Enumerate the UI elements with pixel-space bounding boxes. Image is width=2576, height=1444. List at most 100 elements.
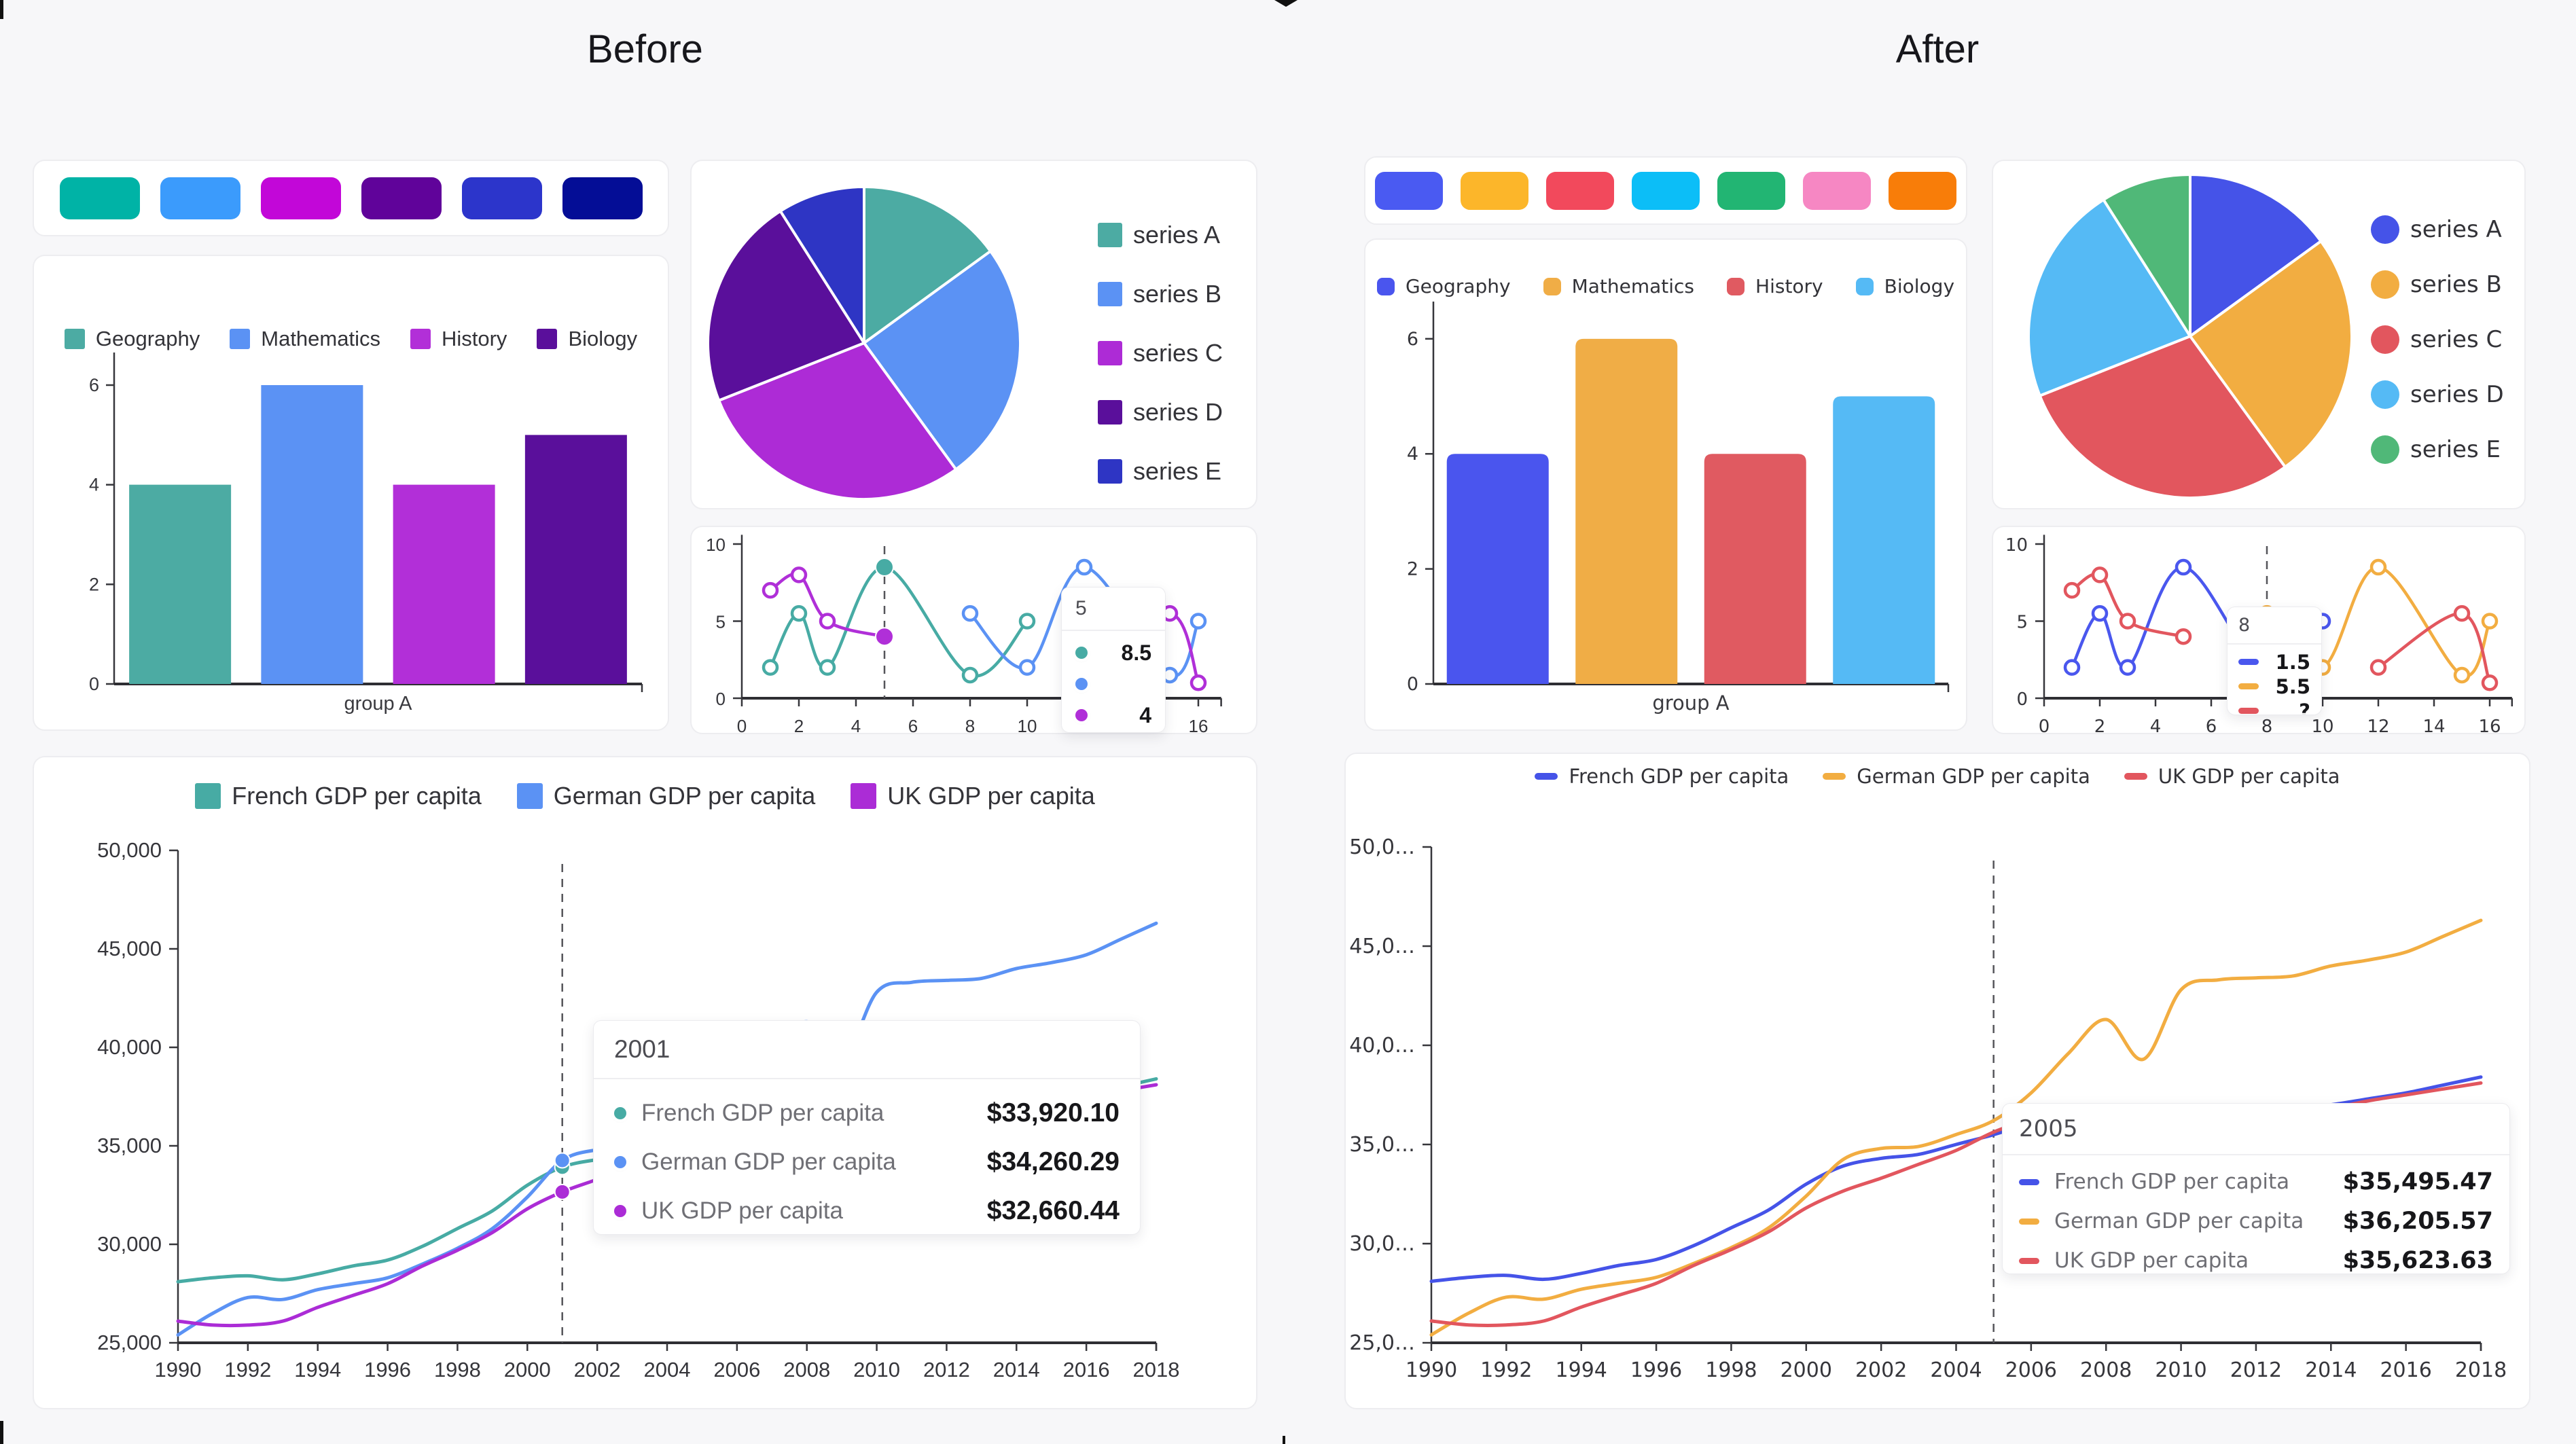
legend-item[interactable]: German GDP per capita: [516, 782, 815, 810]
axis-tick-label: 5: [2016, 613, 2028, 633]
data-point-marker[interactable]: [2481, 613, 2499, 630]
tooltip-row: 8.5: [1075, 637, 1151, 668]
legend-item[interactable]: French GDP per capita: [195, 782, 482, 810]
data-point-marker[interactable]: [1189, 613, 1207, 630]
bar-mathematics[interactable]: Mathematics: [261, 385, 363, 684]
line-series-1[interactable]: [768, 565, 1029, 678]
legend-item[interactable]: series C: [2371, 325, 2504, 354]
data-point-marker[interactable]: [2119, 613, 2136, 630]
pie-slice-series-e[interactable]: [779, 185, 865, 344]
legend-item[interactable]: Biology: [537, 327, 637, 351]
axis-tick-label: 2012: [2230, 1358, 2282, 1382]
tooltip-series-marker-icon: [2019, 1178, 2039, 1185]
data-point-marker[interactable]: [961, 604, 979, 622]
axis-tick-label: 1990: [1406, 1358, 1457, 1382]
line-series-3[interactable]: [2070, 572, 2185, 638]
legend-item[interactable]: series B: [1098, 280, 1223, 308]
tooltip-series-marker-icon: [2238, 683, 2259, 690]
after-palette-card: [1364, 156, 1967, 225]
pie-slice-series-c[interactable]: [2038, 335, 2287, 499]
legend-item[interactable]: Biology: [1855, 275, 1954, 297]
data-point-marker[interactable]: [2091, 566, 2109, 583]
data-point-marker[interactable]: [2063, 659, 2081, 676]
chart-svg: 0 2 4 6 Geography Mathematics History Biology gr…: [89, 353, 643, 715]
axis-tick-label: 2010: [853, 1358, 900, 1382]
legend-item[interactable]: German GDP per capita: [1823, 765, 2090, 788]
pie-slice-series-a[interactable]: [2189, 173, 2323, 338]
data-point-marker[interactable]: [819, 659, 836, 676]
data-point-marker[interactable]: [2369, 659, 2387, 676]
legend-item[interactable]: History: [1727, 275, 1823, 297]
data-point-marker[interactable]: [790, 604, 808, 622]
legend-item[interactable]: UK GDP per capita: [851, 782, 1095, 810]
data-point-marker[interactable]: [1018, 613, 1036, 630]
pie-slice-series-b[interactable]: [863, 249, 1022, 471]
axis-tick-label: 2: [89, 574, 99, 594]
legend-label: Geography: [1405, 275, 1511, 297]
data-point-marker[interactable]: [762, 659, 779, 676]
legend-item[interactable]: series A: [2371, 215, 2504, 244]
legend-item[interactable]: series E: [1098, 457, 1223, 486]
data-point-marker[interactable]: [762, 581, 779, 599]
bar-biology[interactable]: Biology: [524, 435, 627, 684]
legend-item[interactable]: Geography: [1376, 275, 1511, 297]
bar-geography[interactable]: Geography: [129, 484, 232, 684]
legend-item[interactable]: Geography: [64, 327, 200, 351]
legend-item[interactable]: series D: [2371, 380, 2504, 409]
bar-biology[interactable]: Biology: [1833, 396, 1935, 684]
axis-tick-label: 2010: [2155, 1358, 2206, 1382]
axis-tick-label: 8: [965, 716, 975, 736]
legend-item[interactable]: series D: [1098, 398, 1223, 427]
data-point-marker[interactable]: [2175, 628, 2192, 645]
bar-history[interactable]: History: [1704, 454, 1806, 684]
bar-mathematics[interactable]: Mathematics: [1575, 338, 1678, 684]
legend-label: French GDP per capita: [232, 782, 482, 810]
legend-item[interactable]: Mathematics: [230, 327, 380, 351]
highlighted-point: [554, 1183, 571, 1200]
tooltip-series-value: 4: [1139, 702, 1151, 727]
data-point-marker[interactable]: [2453, 604, 2471, 622]
legend-item[interactable]: French GDP per capita: [1535, 765, 1789, 788]
legend-label: French GDP per capita: [1569, 765, 1789, 788]
legend-item[interactable]: series A: [1098, 221, 1223, 249]
pie-slice-series-d[interactable]: [2027, 198, 2192, 397]
data-point-marker[interactable]: [1018, 659, 1036, 676]
axis-tick-label: 14: [2422, 717, 2445, 736]
legend-item[interactable]: History: [410, 327, 507, 351]
tooltip-series-marker-icon: [614, 1155, 626, 1168]
tooltip-series-label: German GDP per capita: [2054, 1209, 2304, 1234]
pie-slice-series-a[interactable]: [863, 185, 992, 344]
data-point-marker[interactable]: [2063, 581, 2081, 599]
pie-slice-series-d[interactable]: [706, 209, 865, 402]
data-point-marker[interactable]: [1075, 558, 1093, 576]
data-point-marker[interactable]: [2369, 558, 2387, 576]
legend-label: History: [1755, 275, 1823, 297]
axis-tick-label: 35,000: [97, 1134, 162, 1157]
data-point-marker[interactable]: [2091, 604, 2109, 622]
chart-tooltip: 5 8.5 4: [1061, 587, 1166, 733]
legend-item[interactable]: Mathematics: [1543, 275, 1694, 297]
data-point-marker[interactable]: [2175, 558, 2192, 576]
legend-label: series E: [2410, 436, 2501, 463]
data-point-marker[interactable]: [819, 613, 836, 630]
legend-item[interactable]: series B: [2371, 270, 2504, 299]
line-series-3[interactable]: [768, 572, 887, 638]
pie-slice-series-b[interactable]: [2189, 240, 2353, 469]
data-point-marker[interactable]: [2453, 666, 2471, 684]
bar-history[interactable]: History: [393, 484, 495, 684]
data-point-marker[interactable]: [2481, 674, 2499, 691]
legend-marker-icon: [851, 783, 877, 809]
legend-item[interactable]: series E: [2371, 435, 2504, 464]
pie-slice-series-e[interactable]: [2102, 173, 2192, 338]
data-point-marker[interactable]: [961, 666, 979, 684]
data-point-marker[interactable]: [1189, 674, 1207, 691]
pie-slice-series-c[interactable]: [717, 342, 958, 501]
legend-item[interactable]: series C: [1098, 339, 1223, 367]
bar-geography[interactable]: Geography: [1446, 454, 1549, 684]
chart-svg: 0 2 4 6 Geography Mathematics History Biology gr…: [1407, 302, 1950, 715]
data-point-marker[interactable]: [2119, 659, 2136, 676]
after-pie-chart-card: series A series B series C series D series E: [1992, 160, 2526, 509]
line-german-gdp-per-capita[interactable]: [1429, 918, 2483, 1337]
legend-item[interactable]: UK GDP per capita: [2124, 765, 2340, 788]
data-point-marker[interactable]: [790, 566, 808, 583]
